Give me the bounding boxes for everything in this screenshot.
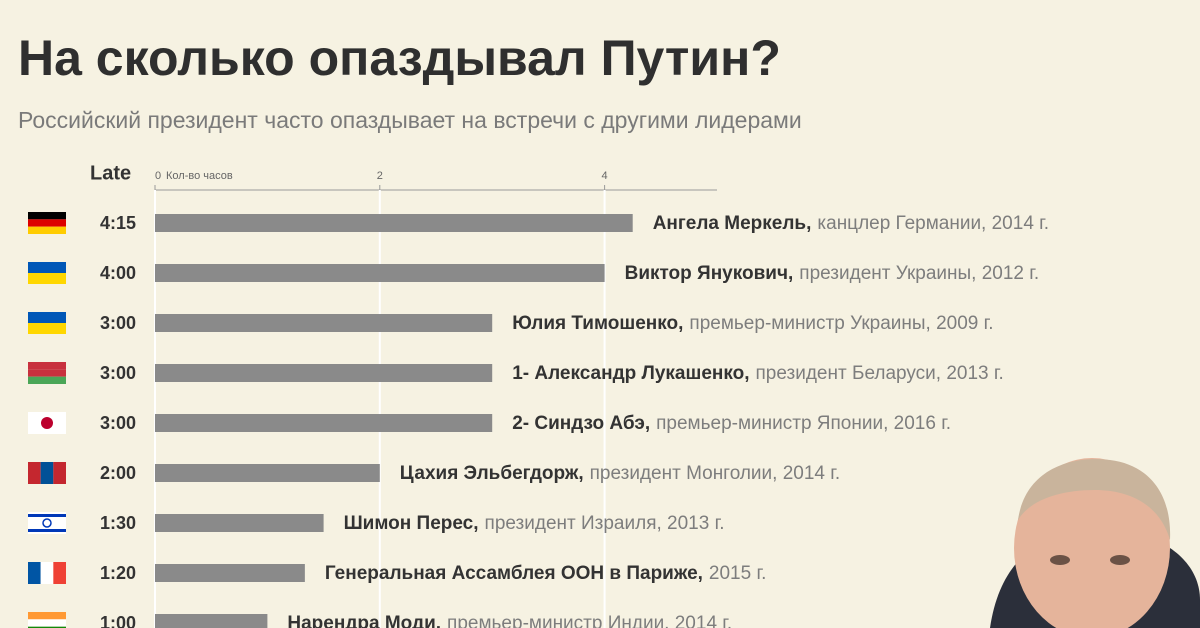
flag-stripe (28, 262, 66, 273)
category-name: Генеральная Ассамблея ООН в Париже, (325, 563, 703, 584)
category-description: премьер-министр Индии, 2014 г. (447, 613, 732, 628)
flag-stripe (28, 323, 66, 334)
row-label: Ангела Меркель, канцлер Германии, 2014 г. (653, 213, 1049, 234)
bar (155, 314, 493, 332)
category-description: 2015 г. (709, 563, 766, 584)
chart-subtitle: Российский президент часто опаздывает на… (18, 107, 802, 133)
value-label: 1:00 (100, 613, 136, 628)
row-label: Генеральная Ассамблея ООН в Париже, 2015 … (325, 563, 767, 584)
flag (28, 562, 66, 584)
category-name: Юлия Тимошенко, (512, 313, 683, 334)
category-description: канцлер Германии, 2014 г. (817, 213, 1049, 234)
flag-stripe (28, 462, 41, 484)
column-header: Late (90, 162, 131, 184)
category-name: Шимон Перес, (344, 513, 479, 534)
value-label: 3:00 (100, 313, 136, 333)
value-label: 4:15 (100, 213, 136, 233)
bar (155, 214, 633, 232)
x-tick-label: 4 (602, 170, 608, 182)
flag-stripe (28, 369, 66, 377)
flag (28, 312, 66, 334)
flag (28, 212, 66, 234)
row-label: Нарендра Моди, премьер-министр Индии, 201… (287, 613, 732, 628)
flag-stripe (28, 514, 66, 517)
category-name: Виктор Янукович, (625, 263, 794, 284)
bar (155, 464, 380, 482)
flag-stripe (28, 362, 66, 370)
value-label: 3:00 (100, 413, 136, 433)
bar (155, 364, 493, 382)
flag-stripe (28, 612, 66, 620)
category-description: премьер-министр Японии, 2016 г. (656, 413, 951, 434)
chart-title: На сколько опаздывал Путин? (18, 30, 781, 86)
row-label: Шимон Перес, президент Израиля, 2013 г. (344, 513, 725, 534)
x-tick-label: 2 (377, 170, 383, 182)
flag-stripe (28, 376, 66, 384)
value-label: 3:00 (100, 363, 136, 383)
flag-stripe (53, 462, 66, 484)
flag (28, 612, 66, 628)
eye (1050, 555, 1070, 565)
bar (155, 614, 268, 628)
flag-stripe (28, 212, 66, 220)
row-label: 2- Синдзо Абэ, премьер-министр Японии, 20… (512, 413, 951, 434)
flag-stripe (28, 619, 66, 627)
category-description: президент Монголии, 2014 г. (590, 463, 841, 484)
category-description: президент Израиля, 2013 г. (485, 513, 725, 534)
row-label: Цахия Эльбегдорж, президент Монголии, 201… (400, 463, 840, 484)
flag-stripe (28, 219, 66, 227)
flag (28, 362, 66, 384)
value-label: 1:30 (100, 513, 136, 533)
category-name: Нарендра Моди, (287, 613, 441, 628)
category-description: премьер-министр Украины, 2009 г. (689, 313, 993, 334)
category-name: 1- Александр Лукашенко, (512, 363, 749, 384)
bar (155, 264, 605, 282)
flag (28, 412, 66, 434)
eye (1110, 555, 1130, 565)
flag-stripe (40, 462, 54, 484)
category-description: президент Украины, 2012 г. (799, 263, 1039, 284)
flag (28, 262, 66, 284)
value-label: 1:20 (100, 563, 136, 583)
hair (1018, 459, 1171, 540)
value-label: 4:00 (100, 263, 136, 283)
value-label: 2:00 (100, 463, 136, 483)
bar (155, 564, 305, 582)
row-label: 1- Александр Лукашенко, президент Беларус… (512, 363, 1004, 384)
x-axis-label: Кол-во часов (166, 170, 233, 182)
flag-stripe (28, 226, 66, 234)
flag-field (28, 512, 66, 534)
flag-stripe (28, 273, 66, 284)
category-name: Ангела Меркель, (653, 213, 812, 234)
category-name: Цахия Эльбегдорж, (400, 463, 584, 484)
flag-stripe (28, 312, 66, 323)
row-label: Виктор Янукович, президент Украины, 2012 … (625, 263, 1040, 284)
bar (155, 414, 493, 432)
flag (28, 512, 66, 534)
category-description: президент Беларуси, 2013 г. (756, 363, 1004, 384)
flag-stripe (53, 562, 66, 584)
row-label: Юлия Тимошенко, премьер-министр Украины, … (512, 313, 993, 334)
category-name: 2- Синдзо Абэ, (512, 413, 650, 434)
photo (990, 458, 1200, 628)
bar (155, 514, 324, 532)
x-tick-label: 0 (155, 170, 161, 182)
flag-stripe (28, 626, 66, 628)
face (1014, 458, 1170, 628)
flag (28, 462, 66, 484)
flag-disc (41, 417, 53, 429)
flag-stripe (40, 562, 54, 584)
flag-stripe (28, 529, 66, 532)
flag-stripe (28, 562, 41, 584)
flag-star (42, 518, 52, 528)
